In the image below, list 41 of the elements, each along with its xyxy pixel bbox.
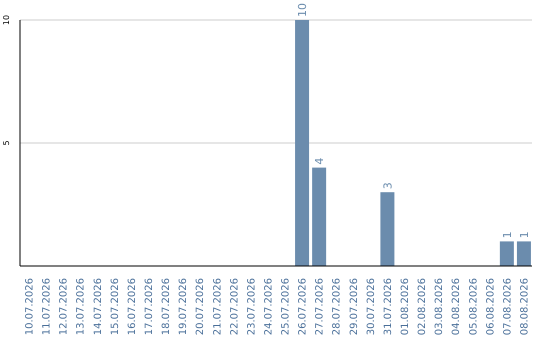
bar	[500, 241, 514, 266]
x-tick-label: 11.07.2026	[42, 278, 53, 336]
x-tick-label: 30.07.2026	[366, 278, 377, 336]
x-tick-label: 08.08.2026	[519, 278, 530, 336]
x-tick-label: 15.07.2026	[110, 278, 121, 336]
x-tick-label: 16.07.2026	[126, 278, 138, 336]
x-tick-label: 07.08.2026	[502, 278, 514, 336]
x-tick-label: 29.07.2026	[348, 278, 360, 336]
x-tick-label: 12.07.2026	[58, 278, 70, 336]
data-label: 4	[313, 158, 326, 165]
x-tick-label: 26.07.2026	[298, 278, 309, 336]
bar	[380, 192, 394, 266]
x-tick-label: 20.07.2026	[195, 278, 206, 336]
bar	[516, 241, 531, 266]
x-tick-label: 02.08.2026	[417, 278, 428, 336]
x-tick-label: 18.07.2026	[161, 278, 172, 336]
x-tick-label: 01.08.2026	[400, 278, 411, 336]
x-tick-label: 10.07.2026	[24, 278, 36, 336]
data-label: 10	[296, 3, 310, 17]
data-label: 1	[500, 231, 514, 238]
y-tick-label: 5	[2, 140, 11, 146]
x-tick-label: 03.08.2026	[434, 278, 446, 336]
x-tick-label: 06.08.2026	[485, 278, 496, 336]
x-tick-label: 19.07.2026	[178, 278, 190, 336]
x-tick-label: 25.07.2026	[280, 278, 292, 336]
x-tick-label: 28.07.2026	[332, 278, 343, 336]
data-label: 3	[381, 182, 394, 190]
x-tick-label: 13.07.2026	[76, 278, 87, 336]
x-tick-label: 21.07.2026	[212, 278, 224, 336]
x-tick-label: 23.07.2026	[246, 278, 258, 336]
x-tick-label: 22.07.2026	[229, 278, 240, 336]
bar	[295, 20, 310, 266]
x-tick-label: 05.08.2026	[468, 278, 480, 336]
x-tick-label: 04.08.2026	[451, 278, 462, 336]
x-tick-label: 24.07.2026	[263, 278, 274, 336]
x-tick-label: 17.07.2026	[144, 278, 155, 336]
data-label: 1	[518, 231, 531, 238]
bar	[312, 168, 326, 266]
x-tick-label: 31.07.2026	[382, 278, 394, 336]
x-tick-label: 14.07.2026	[92, 278, 104, 336]
x-tick-label: 27.07.2026	[314, 278, 326, 336]
